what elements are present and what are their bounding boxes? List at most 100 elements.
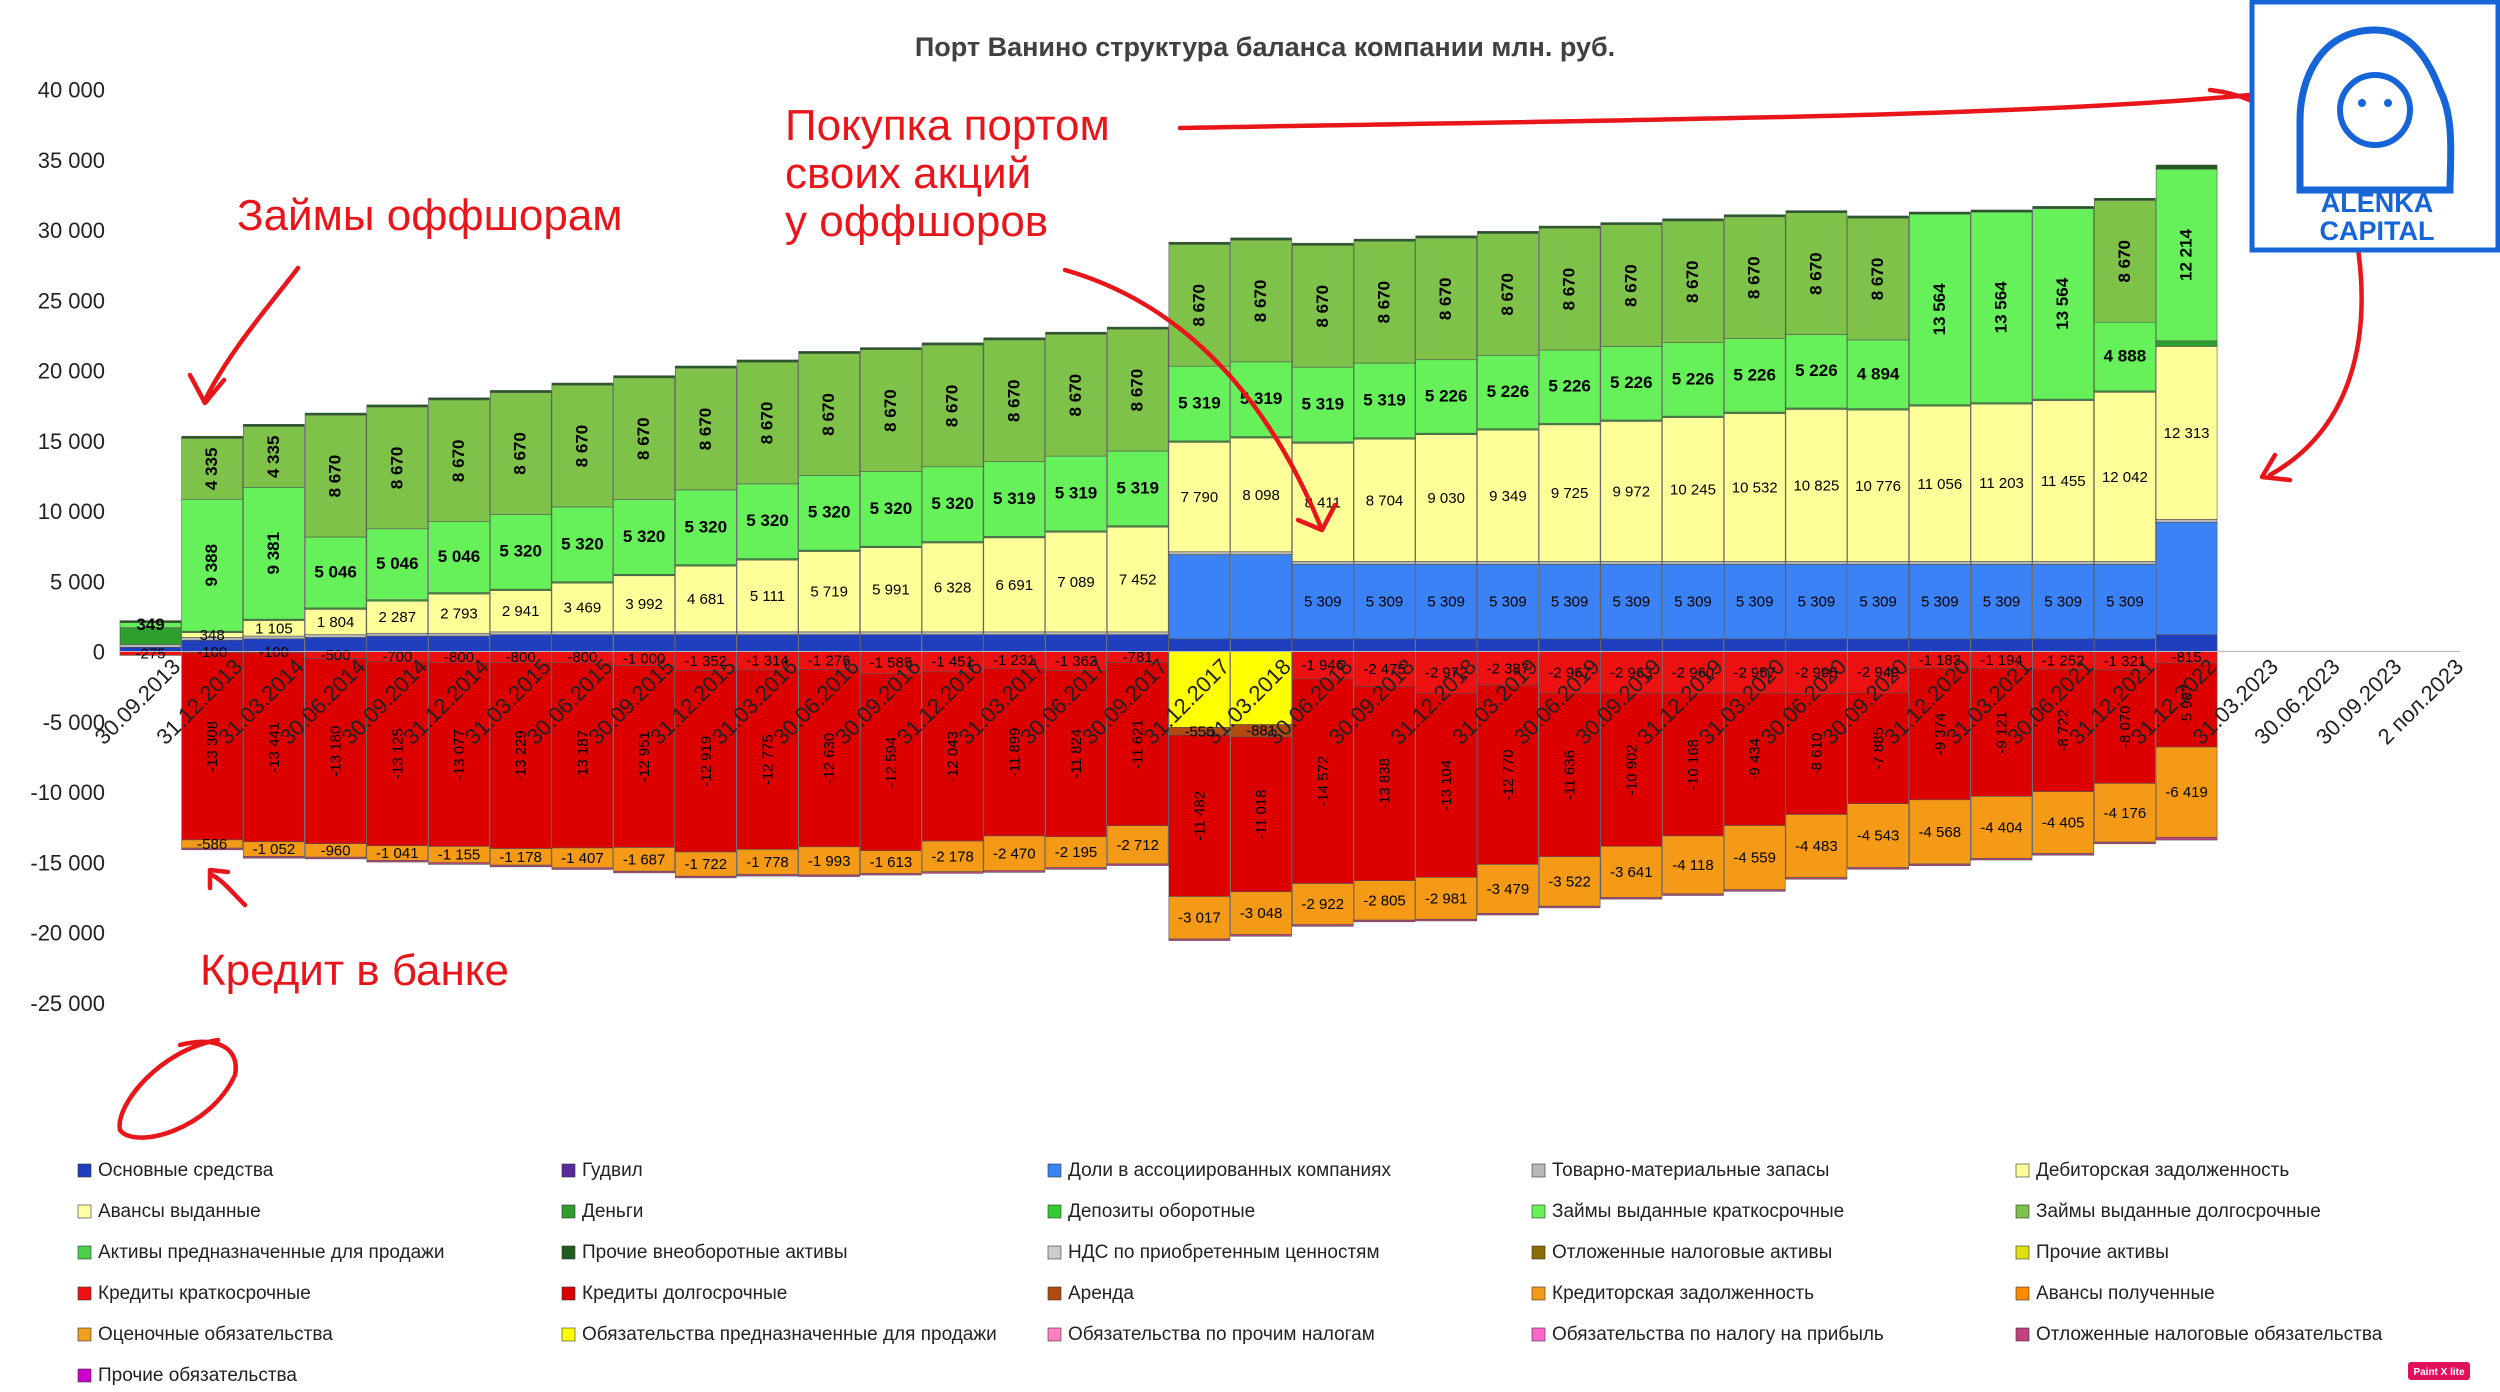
bar-segment <box>860 349 922 472</box>
bar-segment <box>1477 561 1539 565</box>
bar-segment <box>983 339 1046 462</box>
bar-segment <box>1230 239 1292 363</box>
bar-segment <box>1045 836 1107 868</box>
data-label: 3 992 <box>625 596 663 613</box>
data-label: -586 <box>197 836 227 853</box>
bar-segment <box>1292 924 1354 927</box>
legend-swatch <box>561 1286 576 1301</box>
bar-segment <box>1662 218 1724 222</box>
bar-segment <box>489 392 552 515</box>
bar-segment <box>798 475 861 551</box>
bar-segment <box>2032 563 2094 640</box>
data-label: 4 335 <box>264 436 283 479</box>
bar-segment <box>674 875 737 879</box>
data-label: 5 309 <box>1489 594 1527 611</box>
bar-segment <box>921 466 984 542</box>
bar-segment <box>2032 208 2094 400</box>
bar-segment <box>1292 563 1354 640</box>
bar-segment <box>428 521 490 593</box>
bar-segment <box>1723 889 1786 892</box>
bar-segment <box>1292 678 1354 884</box>
bar-segment <box>983 668 1046 837</box>
data-label: -556 <box>1184 723 1214 740</box>
y-tick-label: 40 000 <box>38 78 105 103</box>
data-label: -13 229 <box>513 730 530 781</box>
data-label: -1 314 <box>746 653 789 670</box>
bar-segment <box>1045 631 1107 635</box>
bar-segment <box>1909 405 1971 562</box>
bar-segment <box>1168 365 1231 442</box>
legend-item: НДС по приобретенным ценностям <box>1068 1242 1380 1263</box>
bar-segment <box>1477 913 1539 916</box>
bar-segment <box>1723 561 1786 565</box>
bar-segment <box>1662 417 1724 562</box>
bar-segment <box>1477 651 1539 686</box>
bar-segment <box>181 498 243 632</box>
bar-segment <box>1785 409 1848 562</box>
legend-item: Активы предназначенные для продажи <box>98 1242 445 1263</box>
bar-segment <box>613 375 675 379</box>
bar-segment <box>304 658 367 845</box>
bar-segment <box>1415 237 1477 361</box>
data-label: -12 770 <box>1500 749 1517 800</box>
data-label: -100 <box>259 644 289 661</box>
bar-segment <box>613 499 675 575</box>
data-label: 8 670 <box>326 455 345 498</box>
bar-segment <box>983 870 1046 873</box>
data-label: 3 469 <box>564 599 602 616</box>
data-label: -1 687 <box>623 851 666 868</box>
face-icon <box>2337 72 2413 148</box>
data-label: 8 670 <box>1745 256 1764 299</box>
data-label: 8 670 <box>1128 369 1147 412</box>
data-label: -13 104 <box>1438 760 1455 811</box>
bar-segment <box>2094 638 2156 652</box>
data-label: -13 441 <box>266 722 283 773</box>
data-label: 1 105 <box>255 620 293 637</box>
badge-text: Paint X lite <box>2413 1367 2465 1378</box>
bar-segment <box>1785 638 1848 652</box>
bar-segment <box>2032 206 2094 209</box>
bar-segment <box>428 632 490 637</box>
y-tick-label: -25 000 <box>30 991 105 1016</box>
data-label: -2 957 <box>1733 664 1776 681</box>
bar-segment <box>736 634 799 652</box>
bar-segment <box>2094 321 2156 392</box>
bar-segment <box>1045 670 1107 838</box>
data-label: -1 722 <box>685 856 728 873</box>
data-label: -12 775 <box>760 734 777 785</box>
bar-segment <box>551 631 614 635</box>
data-label: -12 951 <box>636 731 653 782</box>
bar-segment <box>181 435 243 439</box>
data-label: -13 180 <box>328 726 345 777</box>
data-label: -13 187 <box>574 730 591 781</box>
legend-item: Займы выданные краткосрочные <box>1552 1201 1844 1222</box>
data-label: -1 231 <box>993 652 1036 669</box>
bar-segment <box>551 382 614 386</box>
bar-segment <box>243 652 305 843</box>
bar-segment <box>983 835 1046 871</box>
data-label: -2 967 <box>1548 664 1591 681</box>
data-label: 5 309 <box>1613 594 1651 611</box>
data-label: 8 670 <box>511 432 530 475</box>
data-label: 5 309 <box>1304 594 1342 611</box>
data-label: -12 630 <box>821 733 838 784</box>
bar-segment <box>2094 197 2156 201</box>
data-label: -2 195 <box>1055 844 1098 861</box>
bar-segment <box>1353 240 1416 364</box>
legend-item: Гудвил <box>582 1160 643 1181</box>
annotation-text: у оффшоров <box>785 197 1048 246</box>
bar-segment <box>1600 846 1663 898</box>
bar-segment <box>1662 220 1724 343</box>
bar-segment <box>1168 554 1231 640</box>
data-label: 11 455 <box>2041 473 2086 490</box>
data-label: -9 121 <box>1994 711 2011 754</box>
bar-segment <box>1415 692 1477 878</box>
y-tick-label: -10 000 <box>30 780 105 805</box>
data-label: -1 451 <box>931 654 974 671</box>
bar-segment <box>243 426 305 488</box>
data-label: 13 564 <box>1992 281 2011 334</box>
data-label: -13 308 <box>204 721 221 772</box>
bar-segment <box>1230 651 1292 725</box>
data-label: -1 041 <box>376 845 419 862</box>
bar-segment <box>1538 349 1601 424</box>
